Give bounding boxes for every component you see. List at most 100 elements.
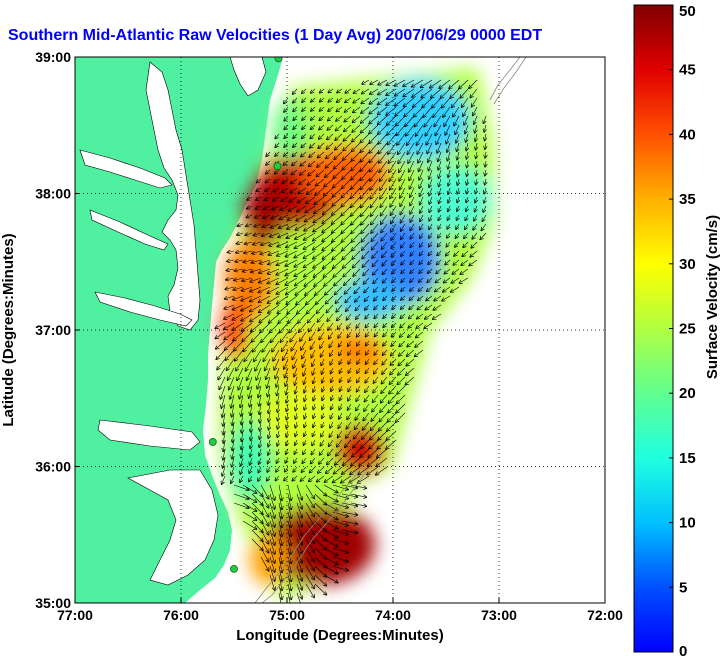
velocity-arrow xyxy=(459,79,469,89)
velocity-arrow xyxy=(232,439,234,451)
velocity-arrow xyxy=(342,466,352,474)
velocity-arrow xyxy=(469,259,478,266)
velocity-arrow xyxy=(371,223,379,233)
velocity-arrow xyxy=(361,223,370,234)
velocity-arrow xyxy=(391,340,397,346)
velocity-arrow xyxy=(283,349,289,361)
velocity-arrow xyxy=(344,115,352,122)
velocity-arrow xyxy=(275,367,280,379)
velocity-arrow xyxy=(259,259,271,264)
velocity-arrow xyxy=(416,133,424,145)
velocity-arrow xyxy=(437,142,442,153)
velocity-arrow xyxy=(378,79,388,85)
velocity-arrow xyxy=(285,367,289,378)
velocity-arrow xyxy=(406,358,415,366)
velocity-arrow xyxy=(420,79,433,88)
velocity-arrow xyxy=(258,286,271,293)
velocity-arrow xyxy=(390,178,397,190)
velocity-arrow xyxy=(331,394,333,401)
velocity-arrow xyxy=(379,151,388,163)
velocity-arrow xyxy=(455,241,460,247)
velocity-arrow xyxy=(221,394,226,408)
velocity-arrow xyxy=(310,340,316,349)
velocity-arrow xyxy=(465,223,469,230)
velocity-arrow xyxy=(261,232,271,236)
velocity-arrow xyxy=(410,196,415,206)
velocity-arrow xyxy=(273,196,280,201)
velocity-arrow xyxy=(369,160,379,172)
velocity-arrow xyxy=(419,178,424,188)
velocity-arrow xyxy=(400,304,406,309)
velocity-arrow xyxy=(329,340,334,348)
velocity-arrow xyxy=(258,304,271,313)
velocity-arrow xyxy=(297,196,307,203)
velocity-arrow xyxy=(241,295,253,301)
velocity-arrow xyxy=(321,430,325,437)
velocity-arrow xyxy=(281,340,289,352)
velocity-arrow xyxy=(444,268,451,274)
velocity-arrow xyxy=(258,466,261,473)
velocity-arrow xyxy=(424,322,433,329)
velocity-arrow xyxy=(250,448,252,457)
velocity-arrow xyxy=(360,124,370,133)
velocity-arrow xyxy=(236,242,244,244)
velocity-arrow xyxy=(334,160,343,169)
velocity-arrow xyxy=(293,142,298,147)
velocity-arrow xyxy=(330,421,334,428)
velocity-arrow xyxy=(277,241,289,247)
velocity-arrow xyxy=(247,206,253,209)
velocity-arrow xyxy=(324,178,334,187)
velocity-arrow xyxy=(370,178,379,190)
velocity-arrow xyxy=(485,133,487,141)
velocity-arrow xyxy=(278,502,282,519)
velocity-arrow xyxy=(398,358,406,366)
velocity-arrow xyxy=(215,322,226,328)
velocity-arrow xyxy=(399,331,406,337)
velocity-arrow xyxy=(363,268,370,276)
velocity-arrow xyxy=(224,331,235,340)
velocity-arrow xyxy=(365,340,370,346)
velocity-arrow xyxy=(341,520,358,524)
velocity-arrow xyxy=(333,268,343,277)
velocity-arrow xyxy=(259,448,261,456)
velocity-arrow xyxy=(443,286,451,292)
velocity-arrow xyxy=(306,196,316,204)
velocity-arrow xyxy=(391,259,397,265)
velocity-arrow xyxy=(456,133,460,143)
velocity-arrow xyxy=(304,394,306,402)
velocity-arrow xyxy=(360,187,370,199)
velocity-arrow xyxy=(420,232,424,239)
velocity-arrow xyxy=(456,223,459,229)
velocity-arrow xyxy=(361,106,370,113)
velocity-arrow xyxy=(352,259,361,268)
velocity-arrow xyxy=(256,187,262,192)
velocity-arrow xyxy=(304,403,306,410)
velocity-arrow xyxy=(370,205,379,216)
velocity-arrow xyxy=(302,457,307,464)
velocity-arrow xyxy=(320,439,325,446)
velocity-arrow xyxy=(260,250,271,254)
velocity-arrow xyxy=(438,160,442,170)
velocity-arrow xyxy=(429,205,432,213)
velocity-arrow xyxy=(417,304,424,310)
velocity-arrow xyxy=(407,340,415,347)
velocity-arrow xyxy=(296,295,307,305)
velocity-arrow xyxy=(277,430,279,438)
velocity-arrow xyxy=(350,484,367,488)
velocity-arrow xyxy=(341,187,352,198)
velocity-arrow xyxy=(476,169,477,176)
velocity-arrow xyxy=(238,376,244,390)
velocity-arrow xyxy=(483,115,486,124)
velocity-arrow xyxy=(346,421,352,429)
velocity-arrow xyxy=(319,457,325,464)
velocity-arrow xyxy=(350,493,367,497)
velocity-arrow xyxy=(335,124,343,131)
velocity-arrow xyxy=(260,529,269,544)
velocity-arrow xyxy=(277,448,279,455)
velocity-arrow xyxy=(441,97,451,108)
velocity-arrow xyxy=(267,277,280,284)
colorbar-tick-label: 10 xyxy=(679,515,696,532)
velocity-arrow xyxy=(374,313,379,319)
velocity-arrow xyxy=(259,403,261,415)
